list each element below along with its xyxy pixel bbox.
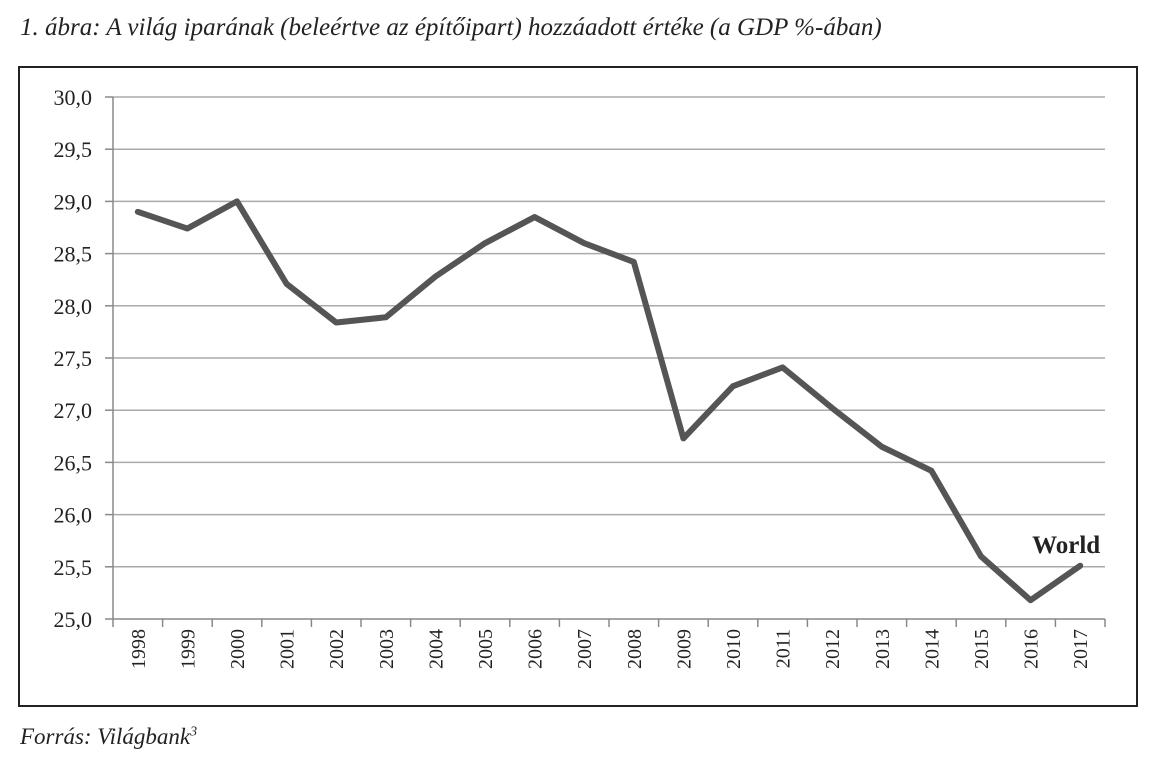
y-tick-label: 27,5 (54, 346, 93, 371)
y-tick-label: 29,0 (54, 189, 93, 214)
chart-source: Forrás: Világbank3 (20, 724, 197, 750)
x-tick-label: 2014 (921, 629, 943, 669)
x-tick-label: 2016 (1021, 629, 1043, 669)
y-tick-label: 26,5 (54, 450, 93, 475)
y-tick-label: 27,0 (54, 398, 93, 423)
source-footnote: 3 (190, 724, 198, 740)
y-tick-label: 25,0 (54, 607, 93, 632)
x-tick-label: 2013 (872, 629, 894, 669)
x-tick-label: 2004 (425, 629, 447, 669)
y-tick-label: 26,0 (54, 503, 93, 528)
x-tick-label: 2007 (574, 629, 596, 669)
y-tick-label: 28,0 (54, 294, 93, 319)
x-tick-label: 2017 (1070, 629, 1092, 669)
x-tick-label: 2006 (525, 629, 547, 669)
x-tick-label: 2015 (971, 629, 993, 669)
x-tick-label: 2003 (376, 629, 398, 669)
x-tick-label: 2011 (773, 629, 795, 668)
x-tick-label: 2005 (475, 629, 497, 669)
y-tick-label: 28,5 (54, 242, 93, 267)
source-text: Forrás: Világbank (20, 724, 191, 749)
y-tick-label: 29,5 (54, 137, 93, 162)
x-tick-label: 2001 (277, 629, 299, 669)
x-tick-label: 2000 (227, 629, 249, 669)
x-tick-label: 2012 (822, 629, 844, 669)
x-tick-label: 2002 (326, 629, 348, 669)
x-tick-label: 2009 (673, 629, 695, 669)
chart-title: 1. ábra: A világ iparának (beleértve az … (20, 14, 882, 41)
chart-frame (18, 66, 1138, 707)
series-label: World (1032, 532, 1100, 559)
x-tick-label: 2010 (723, 629, 745, 669)
y-tick-label: 30,0 (54, 85, 93, 110)
y-tick-label: 25,5 (54, 555, 93, 580)
series-line-world (134, 198, 1084, 604)
x-tick-label: 1999 (177, 629, 199, 669)
x-tick-label: 1998 (128, 629, 150, 669)
x-tick-label: 2008 (624, 629, 646, 669)
